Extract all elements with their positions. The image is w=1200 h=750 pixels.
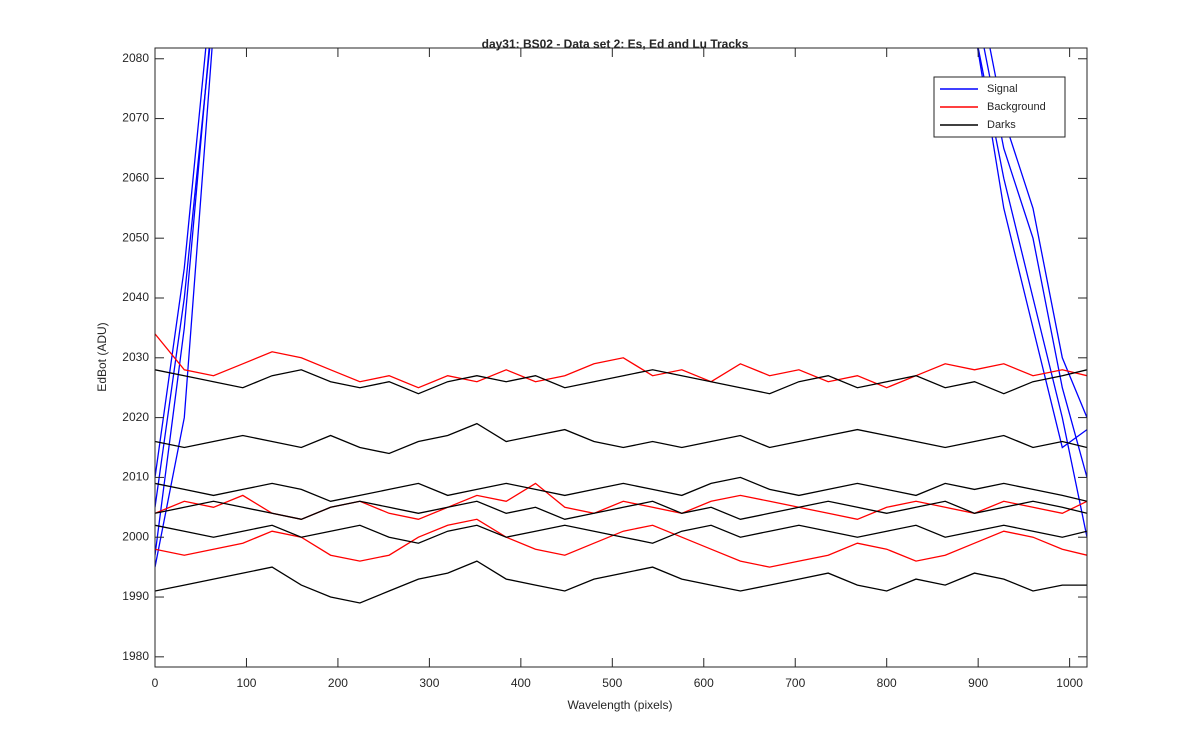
plot-lines <box>155 48 1087 604</box>
data-line <box>155 476 1087 502</box>
x-tick-label: 800 <box>877 676 897 690</box>
x-tick-label: 500 <box>602 676 622 690</box>
x-tick-label: 100 <box>236 676 256 690</box>
data-line <box>155 48 1087 508</box>
y-tick-label: 2020 <box>122 410 149 424</box>
legend-label: Darks <box>987 119 1016 131</box>
x-tick-label: 200 <box>328 676 348 690</box>
x-tick-label: 0 <box>152 676 159 690</box>
x-tick-label: 1000 <box>1056 676 1083 690</box>
data-line <box>155 518 1087 568</box>
data-line <box>155 369 1087 395</box>
x-tick-label: 700 <box>785 676 805 690</box>
y-tick-label: 1990 <box>122 589 149 603</box>
y-tick-label: 2050 <box>122 230 149 244</box>
x-tick-label: 300 <box>419 676 439 690</box>
data-line <box>155 333 1087 389</box>
y-tick-label: 2070 <box>122 111 149 125</box>
legend-label: Signal <box>987 83 1018 95</box>
data-line <box>155 48 1087 478</box>
x-tick-label: 600 <box>694 676 714 690</box>
x-axis-label: Wavelength (pixels) <box>568 698 673 712</box>
data-line <box>155 500 1087 520</box>
data-line <box>155 524 1087 544</box>
y-tick-label: 1980 <box>122 649 149 663</box>
legend-label: Background <box>987 101 1046 113</box>
x-tick-label: 400 <box>511 676 531 690</box>
chart-title: day31: BS02 - Data set 2: Es, Ed and Lu … <box>482 37 749 51</box>
x-tick-label: 900 <box>968 676 988 690</box>
y-axis-label: EdBot (ADU) <box>95 322 109 391</box>
data-line <box>155 422 1087 455</box>
y-tick-label: 2000 <box>122 529 149 543</box>
data-line <box>155 560 1087 604</box>
y-tick-label: 2080 <box>122 51 149 65</box>
y-tick-label: 2040 <box>122 290 149 304</box>
y-tick-label: 2010 <box>122 470 149 484</box>
y-tick-label: 2030 <box>122 350 149 364</box>
y-tick-label: 2060 <box>122 171 149 185</box>
